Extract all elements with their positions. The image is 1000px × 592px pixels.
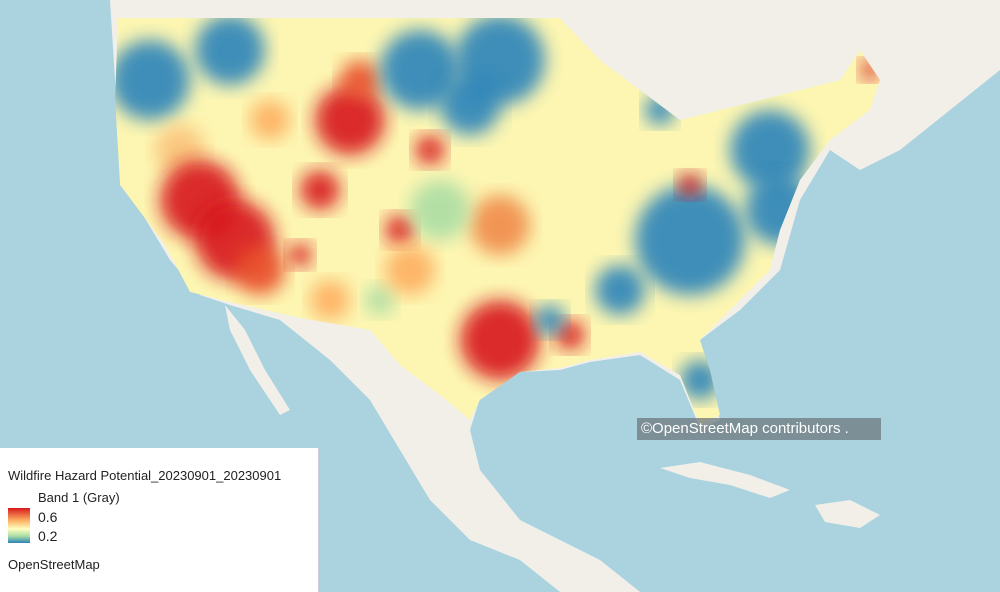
legend-layer-title: Wildfire Hazard Potential_20230901_20230… — [8, 468, 282, 483]
hazard-patch — [115, 40, 190, 120]
legend-basemap-label: OpenStreetMap — [8, 557, 100, 572]
land-hispaniola — [815, 500, 880, 528]
hazard-patch — [460, 300, 540, 380]
hazard-patch — [310, 280, 350, 320]
hazard-patch — [250, 100, 290, 140]
hazard-patch — [680, 360, 720, 400]
hazard-patch — [635, 185, 745, 295]
hazard-patch — [315, 85, 385, 155]
hazard-patch — [195, 18, 265, 85]
hazard-patch — [535, 305, 565, 335]
hazard-patch — [595, 265, 645, 315]
hazard-patch — [440, 75, 500, 135]
hazard-patch — [340, 60, 380, 100]
wildfire-hazard-raster — [115, 18, 880, 425]
osm-attribution[interactable]: ©OpenStreetMap contributors . — [637, 418, 881, 440]
legend-ramp-max: 0.6 — [38, 509, 58, 525]
hazard-patch — [678, 173, 702, 197]
hazard-patch — [365, 285, 395, 315]
legend-panel: Wildfire Hazard Potential_20230901_20230… — [0, 448, 319, 592]
hazard-patch — [300, 170, 340, 210]
land-baja — [225, 305, 290, 415]
hazard-patch — [410, 180, 470, 240]
legend-ramp-min: 0.2 — [38, 528, 58, 544]
hazard-patch — [288, 243, 312, 267]
hazard-patch — [470, 195, 530, 255]
legend-band-label: Band 1 (Gray) — [38, 490, 120, 505]
hazard-patch — [385, 215, 415, 245]
hazard-patch — [380, 30, 460, 110]
hazard-patch — [415, 135, 445, 165]
land-cuba — [660, 462, 790, 498]
hazard-patch — [385, 245, 435, 295]
hazard-patch — [730, 110, 810, 190]
hazard-patch — [235, 245, 285, 295]
legend-color-ramp — [8, 508, 30, 543]
